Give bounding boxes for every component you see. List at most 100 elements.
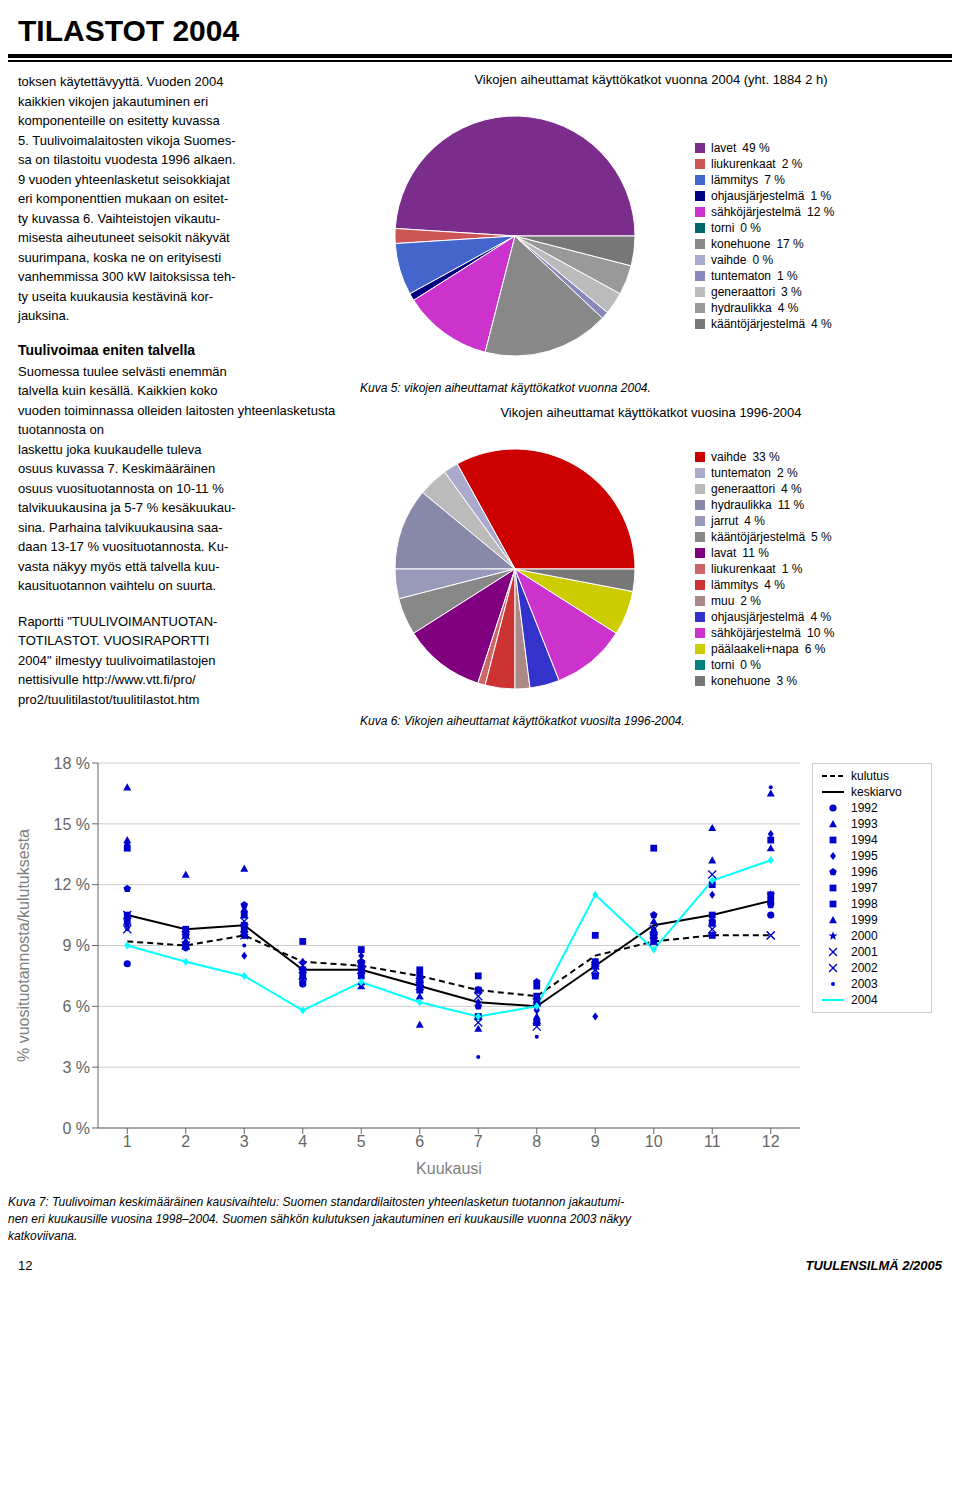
html-text:0 %: 0 % — [740, 221, 761, 235]
svg-text:15 %: 15 % — [54, 816, 90, 833]
html-text:1996: 1996 — [851, 865, 878, 879]
html-text:keskiarvo: keskiarvo — [851, 785, 902, 799]
svg-text:1: 1 — [123, 1133, 132, 1150]
svg-text:9 %: 9 % — [62, 937, 90, 954]
html-text:konehuone: konehuone — [711, 237, 771, 251]
html-text:torni: torni — [711, 221, 735, 235]
html-text:3 %: 3 % — [781, 285, 802, 299]
html-text:Kuva 6: Vikojen aiheuttamat kä: Kuva 6: Vikojen aiheuttamat käyttökatkot… — [360, 714, 685, 728]
html-text:vaihde: vaihde — [711, 450, 747, 464]
html-text:kulutus: kulutus — [851, 769, 889, 783]
html-text:lavet: lavet — [711, 141, 737, 155]
html-text:ohjausjärjestelmä: ohjausjärjestelmä — [711, 189, 805, 203]
html-text:3 %: 3 % — [776, 674, 798, 688]
html-text:hydraulikka: hydraulikka — [711, 301, 772, 315]
svg-text:5: 5 — [357, 1133, 366, 1150]
html-text:Raportti "TUULIVOIMANTUOTAN- T: Raportti "TUULIVOIMANTUOTAN- TOTILASTOT.… — [18, 613, 218, 707]
html-text:1998: 1998 — [851, 897, 878, 911]
svg-text:6 %: 6 % — [62, 998, 90, 1015]
html-text:1993: 1993 — [851, 817, 878, 831]
html-text:Vikojen aiheuttamat käyttökatk: Vikojen aiheuttamat käyttökatkot vuosina… — [500, 405, 802, 420]
html-text:Vikojen aiheuttamat käyttökatk: Vikojen aiheuttamat käyttökatkot vuonna … — [474, 72, 828, 87]
html-text:2001: 2001 — [851, 945, 878, 959]
html-text:1995: 1995 — [851, 849, 878, 863]
html-text:hydraulikka: hydraulikka — [711, 498, 772, 512]
svg-text:12: 12 — [762, 1133, 780, 1150]
html-text:vaihde: vaihde — [711, 253, 747, 267]
html-text:liukurenkaat: liukurenkaat — [711, 562, 776, 576]
html-text:jarrut: jarrut — [711, 514, 739, 528]
html-text:17 %: 17 % — [776, 237, 804, 251]
html-text:lavat: lavat — [711, 546, 737, 560]
html-text:liukurenkaat: liukurenkaat — [711, 157, 776, 171]
html-text:4 %: 4 % — [811, 317, 832, 331]
html-text:generaattori: generaattori — [711, 482, 775, 496]
html-text:tuntematon: tuntematon — [711, 269, 771, 283]
html-text:12 %: 12 % — [807, 205, 835, 219]
html-text:sähköjärjestelmä: sähköjärjestelmä — [711, 205, 801, 219]
html-text:4 %: 4 % — [781, 482, 802, 496]
svg-text:3 %: 3 % — [62, 1059, 90, 1076]
svg-text:4: 4 — [298, 1133, 307, 1150]
svg-text:% vuosituotannosta/kulutuksest: % vuosituotannosta/kulutuksesta — [15, 829, 32, 1062]
html-text:6 %: 6 % — [804, 642, 826, 656]
html-text:0 %: 0 % — [740, 658, 761, 672]
html-text:1997: 1997 — [851, 881, 878, 895]
html-text:TUULENSILMÄ 2/2005: TUULENSILMÄ 2/2005 — [805, 1258, 942, 1274]
html-text:torni: torni — [711, 658, 735, 672]
svg-text:12 %: 12 % — [54, 876, 90, 893]
html-text:päälaakeli+napa: päälaakeli+napa — [711, 642, 799, 656]
html-text:konehuone: konehuone — [711, 674, 771, 688]
svg-text:6: 6 — [415, 1133, 424, 1150]
html-text:ohjausjärjestelmä: ohjausjärjestelmä — [711, 610, 805, 624]
html-text:2002: 2002 — [851, 961, 878, 975]
html-text:33 %: 33 % — [752, 450, 780, 464]
html-text:1999: 1999 — [851, 913, 878, 927]
html-text:sähköjärjestelmä: sähköjärjestelmä — [711, 626, 801, 640]
html-text:1992: 1992 — [851, 801, 878, 815]
html-text:lämmitys: lämmitys — [711, 578, 759, 592]
html-text:2 %: 2 % — [781, 157, 803, 171]
html-text:Kuva 5: vikojen aiheuttamat kä: Kuva 5: vikojen aiheuttamat käyttökatkot… — [360, 381, 651, 395]
svg-text:7: 7 — [474, 1133, 483, 1150]
html-text:lämmitys: lämmitys — [711, 173, 759, 187]
html-text:4 %: 4 % — [777, 301, 799, 315]
html-text:2000: 2000 — [851, 929, 878, 943]
svg-text:10: 10 — [645, 1133, 663, 1150]
html-text:4 %: 4 % — [810, 610, 832, 624]
html-text:2 %: 2 % — [777, 466, 798, 480]
html-text:kääntöjärjestelmä: kääntöjärjestelmä — [711, 317, 806, 331]
svg-text:2: 2 — [181, 1133, 190, 1150]
html-text:1 %: 1 % — [777, 269, 798, 283]
html-text:10 %: 10 % — [807, 626, 835, 640]
html-text:2 %: 2 % — [740, 594, 761, 608]
html-text:11 %: 11 % — [777, 498, 805, 512]
html-text:12: 12 — [18, 1258, 33, 1274]
html-text:11 %: 11 % — [742, 546, 769, 560]
svg-text:Kuukausi: Kuukausi — [416, 1160, 482, 1177]
html-text:7 %: 7 % — [764, 173, 785, 187]
html-text:4 %: 4 % — [744, 514, 765, 528]
html-text:1 %: 1 % — [781, 562, 803, 576]
html-text:0 %: 0 % — [752, 253, 774, 267]
html-text:5 %: 5 % — [811, 530, 832, 544]
svg-text:11: 11 — [704, 1133, 721, 1150]
svg-text:8: 8 — [532, 1133, 541, 1150]
html-text:Suomessa tuulee selvästi enemm: Suomessa tuulee selvästi enemmän talvell… — [18, 363, 339, 593]
svg-text:3: 3 — [240, 1133, 249, 1150]
svg-text:0 %: 0 % — [62, 1120, 90, 1137]
html-text:1994: 1994 — [851, 833, 878, 847]
html-text:TILASTOT 2004: TILASTOT 2004 — [18, 14, 240, 47]
html-text:muu: muu — [711, 594, 735, 608]
html-text:toksen käytettävyyttä. Vuoden: toksen käytettävyyttä. Vuoden 2004 kaikk… — [18, 74, 236, 323]
html-text:generaattori: generaattori — [711, 285, 775, 299]
html-text:1 %: 1 % — [810, 189, 832, 203]
html-text:Tuulivoimaa eniten talvella: Tuulivoimaa eniten talvella — [18, 341, 196, 358]
svg-text:9: 9 — [591, 1133, 600, 1150]
html-text:kääntöjärjestelmä: kääntöjärjestelmä — [711, 530, 806, 544]
svg-text:18 %: 18 % — [54, 755, 90, 772]
html-text:Kuva 7: Tuulivoiman keskimäärä: Kuva 7: Tuulivoiman keskimääräinen kausi… — [8, 1195, 632, 1243]
html-text:4 %: 4 % — [764, 578, 785, 592]
html-text:tuntematon: tuntematon — [711, 466, 771, 480]
html-text:49 %: 49 % — [742, 141, 770, 155]
